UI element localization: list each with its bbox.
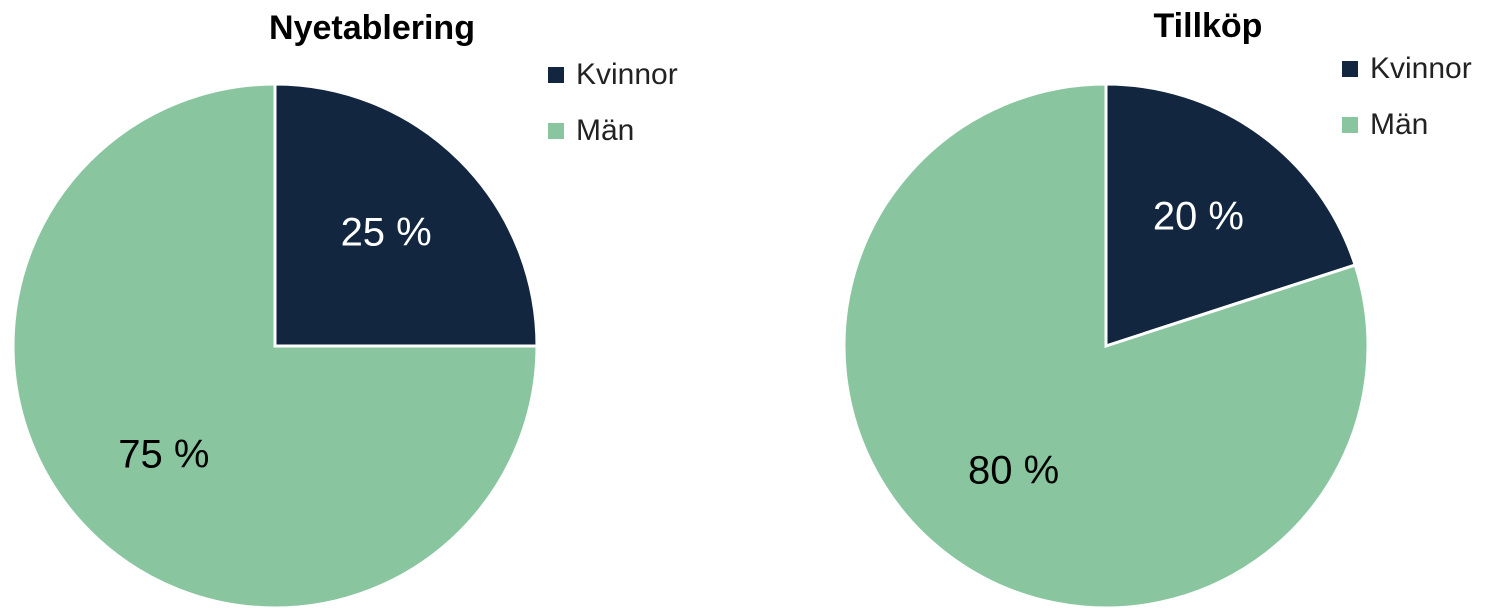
chart-title: Tillköp bbox=[1154, 7, 1263, 45]
legend-swatch bbox=[1342, 61, 1358, 77]
pie-slice bbox=[842, 82, 1370, 608]
data-label: 75 % bbox=[118, 433, 209, 477]
legend-label: Män bbox=[576, 114, 634, 147]
legend-label: Kvinnor bbox=[1370, 52, 1472, 85]
pie-slice bbox=[1104, 82, 1358, 349]
pie-slice bbox=[11, 82, 539, 608]
legend-label: Män bbox=[1370, 108, 1428, 141]
legend-swatch bbox=[548, 67, 564, 83]
legend-label: Kvinnor bbox=[576, 58, 678, 91]
legend-swatch bbox=[548, 123, 564, 139]
pie-slice bbox=[273, 82, 539, 348]
data-label: 20 % bbox=[1153, 194, 1244, 238]
data-label: 80 % bbox=[968, 449, 1059, 493]
legend-swatch bbox=[1342, 117, 1358, 133]
chart-title: Nyetablering bbox=[269, 9, 475, 47]
data-label: 25 % bbox=[341, 210, 432, 254]
